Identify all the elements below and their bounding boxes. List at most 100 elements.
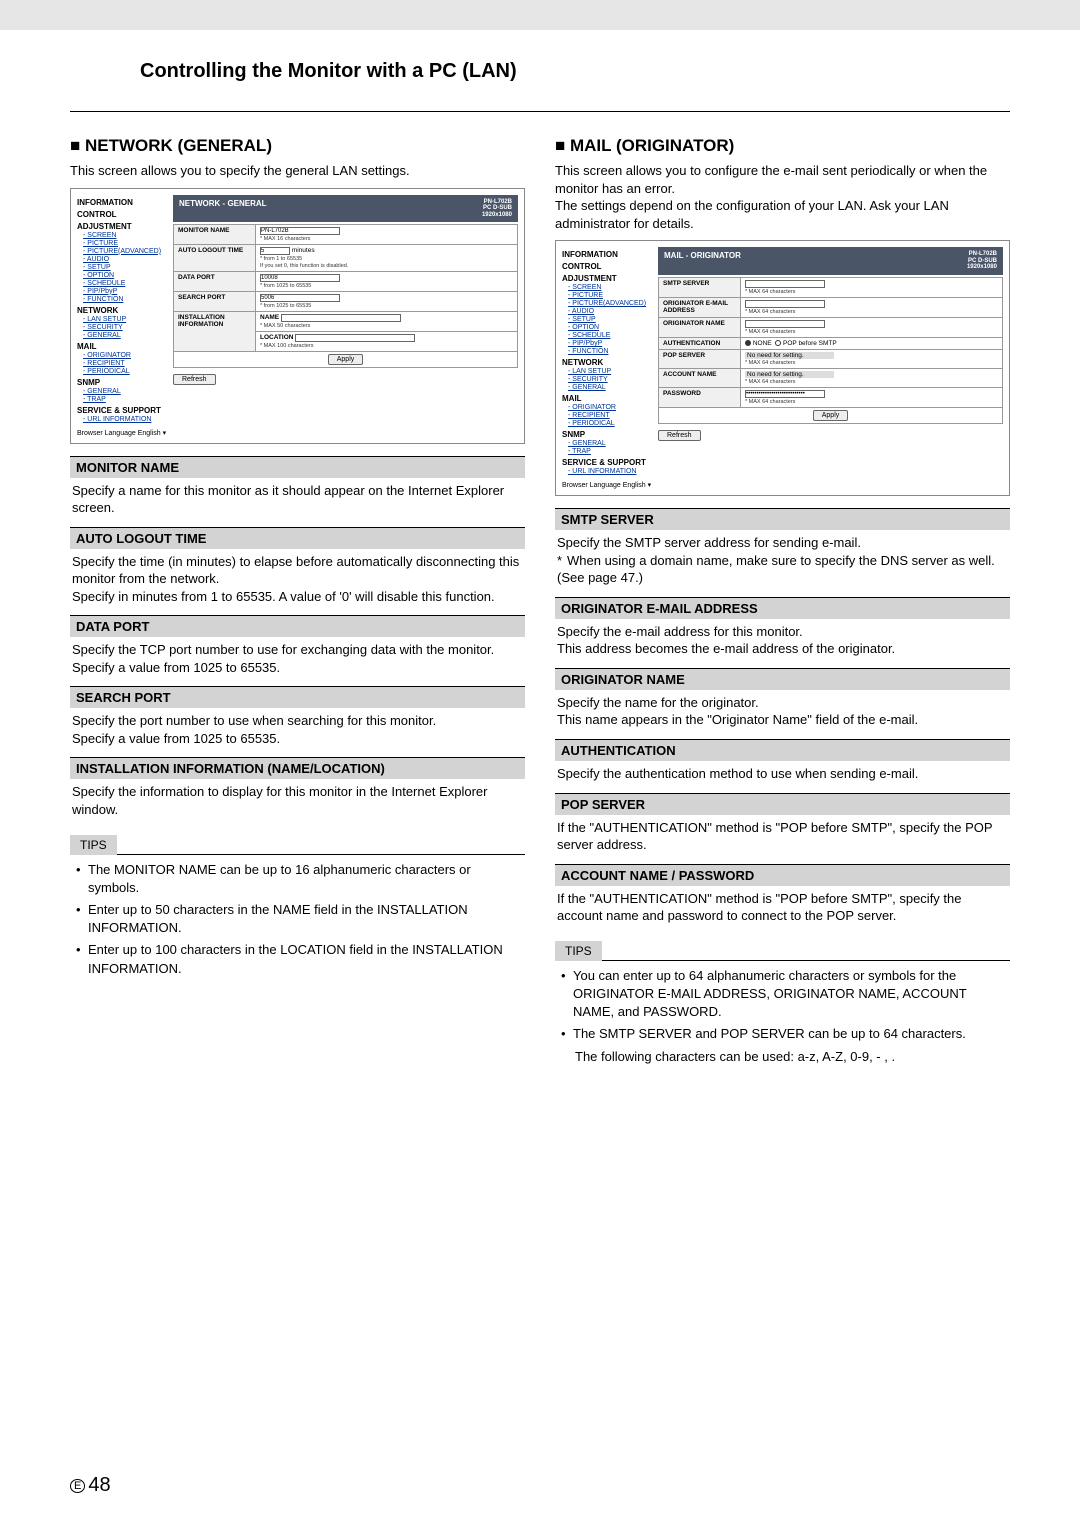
hint-auto-logout: * from 1 to 65535 If you set 0, this fun… xyxy=(260,256,348,269)
mrow-apply: Apply xyxy=(659,407,1003,423)
input-auto-logout[interactable] xyxy=(260,247,290,255)
msb-schedule[interactable]: - SCHEDULE xyxy=(562,332,654,339)
sb-url-info[interactable]: - URL INFORMATION xyxy=(77,416,169,423)
msb-snmp-trap[interactable]: - TRAP xyxy=(562,448,654,455)
sb-picture-adv[interactable]: - PICTURE(ADVANCED) xyxy=(77,248,169,255)
minput-smtp[interactable] xyxy=(745,280,825,288)
row-auto-logout: AUTO LOGOUT TIME minutes* from 1 to 6553… xyxy=(174,245,518,272)
sb-option[interactable]: - OPTION xyxy=(77,272,169,279)
mhint-email: * MAX 64 characters xyxy=(745,309,795,315)
msb-snmp-general[interactable]: - GENERAL xyxy=(562,440,654,447)
msb-control[interactable]: CONTROL xyxy=(562,262,654,271)
sb-audio[interactable]: - AUDIO xyxy=(77,256,169,263)
panel-title: NETWORK - GENERAL PN-L702B PC D-SUB 1920… xyxy=(173,195,518,223)
bd-auto-logout: Specify the time (in minutes) to elapse … xyxy=(70,549,525,614)
msb-url-info[interactable]: - URL INFORMATION xyxy=(562,468,654,475)
rtip-1: You can enter up to 64 alphanumeric char… xyxy=(559,967,1008,1022)
lbl-data-port: DATA PORT xyxy=(174,272,256,292)
rhd-pop: POP SERVER xyxy=(555,793,1010,815)
tip-2: Enter up to 50 characters in the NAME fi… xyxy=(74,901,523,937)
input-install-loc[interactable] xyxy=(295,334,415,342)
mhint-name: * MAX 64 characters xyxy=(745,329,795,335)
rbd-email: Specify the e-mail address for this moni… xyxy=(555,619,1010,666)
ritem-pop: POP SERVER If the "AUTHENTICATION" metho… xyxy=(555,793,1010,862)
screenshot-sidebar: INFORMATION CONTROL ADJUSTMENT - SCREEN … xyxy=(77,195,169,437)
opt-pop: POP before SMTP xyxy=(783,340,837,347)
minput-pwd[interactable] xyxy=(745,390,825,398)
lbl-install-name: NAME xyxy=(260,314,279,321)
acct-disabled: No need for setting. xyxy=(745,371,834,378)
msb-security[interactable]: - SECURITY xyxy=(562,376,654,383)
content-columns: ■ NETWORK (GENERAL) This screen allows y… xyxy=(0,112,1080,1068)
sb-periodical[interactable]: - PERIODICAL xyxy=(77,368,169,375)
hd-data-port: DATA PORT xyxy=(70,615,525,637)
mhint-acct: * MAX 64 characters xyxy=(745,379,795,385)
sb-recipient[interactable]: - RECIPIENT xyxy=(77,360,169,367)
rbd-smtp-star: When using a domain name, make sure to s… xyxy=(557,553,995,586)
mrow-pwd: PASSWORD* MAX 64 characters xyxy=(659,387,1003,407)
sb-lan-setup[interactable]: - LAN SETUP xyxy=(77,316,169,323)
tips-label: TIPS xyxy=(70,835,117,855)
input-data-port[interactable] xyxy=(260,274,340,282)
sb-information[interactable]: INFORMATION xyxy=(77,198,169,207)
sb-setup[interactable]: - SETUP xyxy=(77,264,169,271)
minput-email[interactable] xyxy=(745,300,825,308)
msb-function[interactable]: - FUNCTION xyxy=(562,348,654,355)
left-tips: TIPS The MONITOR NAME can be up to 16 al… xyxy=(70,835,525,984)
msb-pip[interactable]: - PIP/PbyP xyxy=(562,340,654,347)
refresh-button[interactable]: Refresh xyxy=(173,374,216,385)
panel-model: PN-L702B xyxy=(484,199,512,205)
msb-recipient[interactable]: - RECIPIENT xyxy=(562,412,654,419)
sb-picture[interactable]: - PICTURE xyxy=(77,240,169,247)
tip-1: The MONITOR NAME can be up to 16 alphanu… xyxy=(74,861,523,897)
mail-form-table: SMTP SERVER* MAX 64 characters ORIGINATO… xyxy=(658,277,1003,424)
msb-general[interactable]: - GENERAL xyxy=(562,384,654,391)
sb-originator[interactable]: - ORIGINATOR xyxy=(77,352,169,359)
rtip-2: The SMTP SERVER and POP SERVER can be up… xyxy=(559,1025,1008,1043)
sb-pip[interactable]: - PIP/PbyP xyxy=(77,288,169,295)
hd-auto-logout: AUTO LOGOUT TIME xyxy=(70,527,525,549)
apply-button[interactable]: Apply xyxy=(328,354,364,365)
sb-general[interactable]: - GENERAL xyxy=(77,332,169,339)
radio-none[interactable] xyxy=(745,340,751,346)
msb-periodical[interactable]: - PERIODICAL xyxy=(562,420,654,427)
left-section-title: ■ NETWORK (GENERAL) xyxy=(70,136,525,156)
mail-screenshot: INFORMATION CONTROL ADJUSTMENT - SCREEN … xyxy=(555,240,1010,496)
mail-refresh-row: Refresh xyxy=(658,430,1003,441)
sb-snmp-general[interactable]: - GENERAL xyxy=(77,388,169,395)
mlang-value[interactable]: English xyxy=(623,482,646,489)
msb-picture[interactable]: - PICTURE xyxy=(562,292,654,299)
sb-screen[interactable]: - SCREEN xyxy=(77,232,169,239)
sb-security[interactable]: - SECURITY xyxy=(77,324,169,331)
item-data-port: DATA PORT Specify the TCP port number to… xyxy=(70,615,525,684)
sb-snmp-trap[interactable]: - TRAP xyxy=(77,396,169,403)
sb-control[interactable]: CONTROL xyxy=(77,210,169,219)
sb-schedule[interactable]: - SCHEDULE xyxy=(77,280,169,287)
msb-originator[interactable]: - ORIGINATOR xyxy=(562,404,654,411)
hint-install-name: * MAX 50 characters xyxy=(260,323,310,329)
panel-res: 1920x1080 xyxy=(482,212,512,218)
msb-adjustment: ADJUSTMENT xyxy=(562,274,654,283)
msb-option[interactable]: - OPTION xyxy=(562,324,654,331)
msb-information[interactable]: INFORMATION xyxy=(562,250,654,259)
mail-refresh-button[interactable]: Refresh xyxy=(658,430,701,441)
sb-function[interactable]: - FUNCTION xyxy=(77,296,169,303)
msb-picture-adv[interactable]: - PICTURE(ADVANCED) xyxy=(562,300,654,307)
row-data-port: DATA PORT * from 1025 to 65535 xyxy=(174,272,518,292)
msb-lan-setup[interactable]: - LAN SETUP xyxy=(562,368,654,375)
input-monitor-name[interactable] xyxy=(260,227,340,235)
msb-screen[interactable]: - SCREEN xyxy=(562,284,654,291)
mail-apply-button[interactable]: Apply xyxy=(813,410,849,421)
msb-audio[interactable]: - AUDIO xyxy=(562,308,654,315)
left-intro: This screen allows you to specify the ge… xyxy=(70,162,525,180)
network-screenshot: INFORMATION CONTROL ADJUSTMENT - SCREEN … xyxy=(70,188,525,444)
sb-mail: MAIL xyxy=(77,342,169,351)
minput-name[interactable] xyxy=(745,320,825,328)
lang-value[interactable]: English xyxy=(138,430,161,437)
radio-pop[interactable] xyxy=(775,340,781,346)
panel-mode: PC D-SUB xyxy=(483,205,512,211)
input-install-name[interactable] xyxy=(281,314,401,322)
msb-setup[interactable]: - SETUP xyxy=(562,316,654,323)
lang-label: Browser Language xyxy=(77,430,136,437)
input-search-port[interactable] xyxy=(260,294,340,302)
